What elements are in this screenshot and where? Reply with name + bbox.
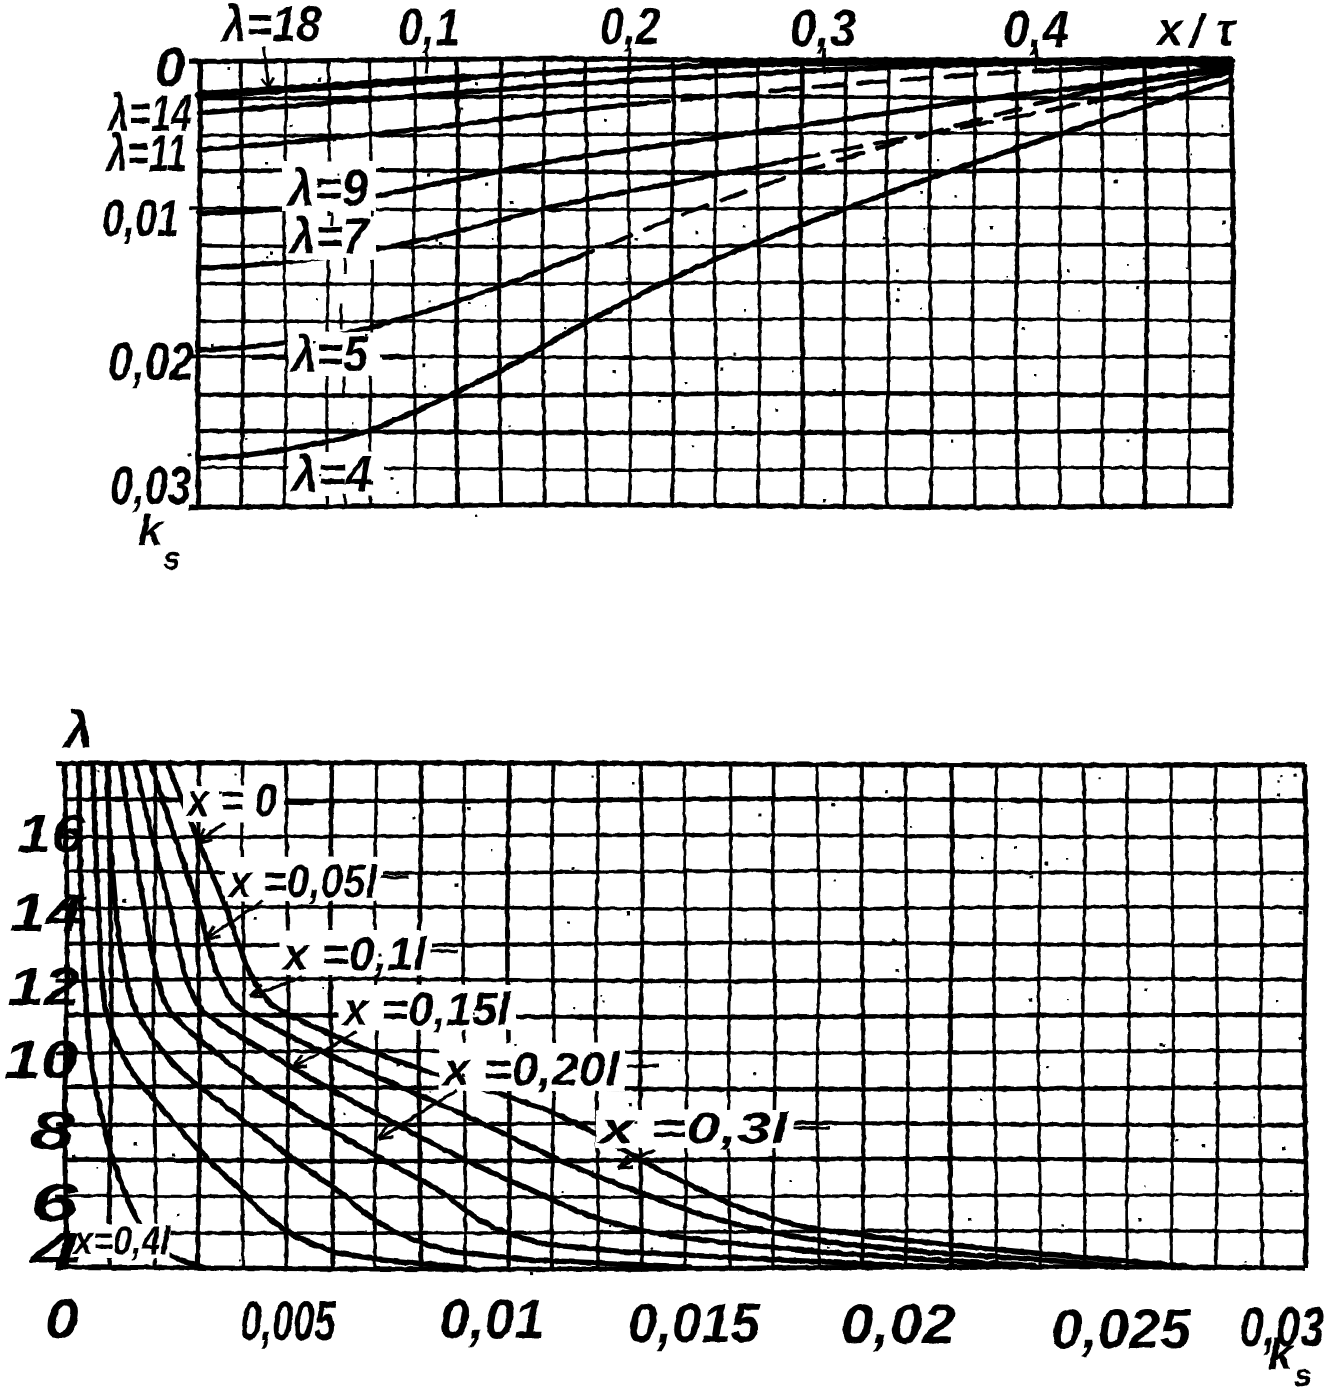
svg-text:λ=11: λ=11 [105, 125, 187, 183]
svg-text:0,03: 0,03 [110, 456, 191, 516]
svg-text:0: 0 [45, 1287, 79, 1350]
svg-text:0,1: 0,1 [398, 0, 460, 57]
svg-text:λ=4: λ=4 [289, 446, 372, 502]
svg-text:8: 8 [29, 1101, 75, 1161]
svg-text:0,3: 0,3 [790, 0, 856, 58]
svg-text:10: 10 [4, 1030, 78, 1090]
svg-text:x: x [1154, 3, 1185, 55]
svg-text:x =0,1l: x =0,1l [280, 928, 427, 980]
svg-text:λ=5: λ=5 [289, 326, 369, 382]
svg-text:s: s [163, 540, 181, 576]
svg-text:0,005: 0,005 [241, 1289, 337, 1352]
svg-text:λ=14: λ=14 [106, 85, 192, 143]
svg-text:s: s [1294, 1357, 1312, 1389]
svg-text:k: k [1268, 1330, 1295, 1379]
svg-text:0,02: 0,02 [108, 332, 194, 392]
svg-text:0,4: 0,4 [1003, 1, 1069, 59]
svg-text:16: 16 [17, 804, 86, 864]
svg-text:x =0,15l: x =0,15l [340, 983, 511, 1035]
svg-text:0,015: 0,015 [628, 1291, 761, 1354]
svg-text:x = 0: x = 0 [184, 774, 277, 826]
svg-text:x=0,4l: x=0,4l [72, 1219, 170, 1263]
svg-text:0,025: 0,025 [1051, 1297, 1192, 1360]
svg-text:x =0,05l: x =0,05l [226, 855, 378, 907]
svg-text:λ: λ [61, 702, 93, 760]
svg-text:0,01: 0,01 [102, 190, 179, 248]
svg-text:14: 14 [10, 883, 82, 943]
svg-text:λ=18: λ=18 [219, 0, 321, 52]
svg-text:λ=9: λ=9 [285, 160, 368, 218]
svg-text:τ: τ [1216, 3, 1237, 55]
svg-text:0,01: 0,01 [440, 1287, 545, 1350]
svg-text:4: 4 [28, 1222, 80, 1282]
svg-text:12: 12 [8, 957, 80, 1017]
svg-text:0,02: 0,02 [841, 1292, 956, 1355]
svg-text:x =0,3l: x =0,3l [597, 1104, 789, 1153]
svg-text:0,2: 0,2 [600, 0, 660, 56]
svg-text:k: k [138, 506, 165, 555]
svg-text:0: 0 [155, 36, 186, 98]
svg-text:/: / [1188, 5, 1207, 57]
svg-text:0,03: 0,03 [1240, 1295, 1325, 1358]
svg-text:6: 6 [30, 1173, 80, 1233]
svg-text:λ=7: λ=7 [287, 208, 370, 264]
